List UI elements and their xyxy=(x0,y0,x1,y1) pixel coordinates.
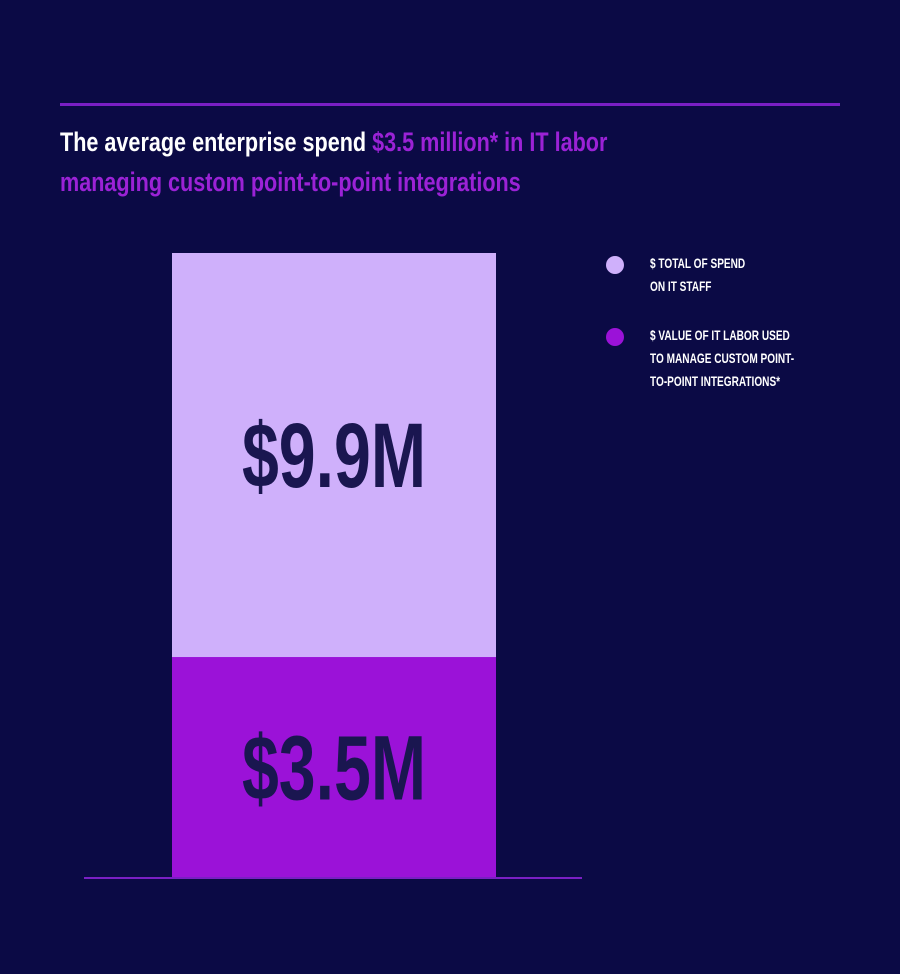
legend-text: on IT staff xyxy=(650,278,712,294)
legend-text: to manage custom point- xyxy=(650,350,795,366)
bar-labor-value xyxy=(172,657,496,878)
data-label-labor: $3.5M xyxy=(242,716,426,819)
legend-item-total: $ Total of spend on IT staff xyxy=(606,252,900,298)
title-highlight-2: managing custom point-to-point integrati… xyxy=(60,167,521,197)
legend-text: $ Total of spend xyxy=(650,255,746,271)
legend-swatch-labor xyxy=(606,328,624,346)
chart-title: The average enterprise spend $3.5 millio… xyxy=(60,122,860,202)
top-rule xyxy=(60,103,840,106)
data-label-total: $9.9M xyxy=(242,403,426,506)
title-highlight: $3.5 million* in IT labor xyxy=(372,127,608,157)
legend-swatch-total xyxy=(606,256,624,274)
legend-text: $ Value of IT labor used xyxy=(650,327,790,343)
legend-text: to-point integrations* xyxy=(650,373,781,389)
legend-item-labor: $ Value of IT labor used to manage custom… xyxy=(606,324,900,393)
legend: $ Total of spend on IT staff $ Value of I… xyxy=(606,252,900,419)
title-text: The average enterprise spend xyxy=(60,127,373,157)
